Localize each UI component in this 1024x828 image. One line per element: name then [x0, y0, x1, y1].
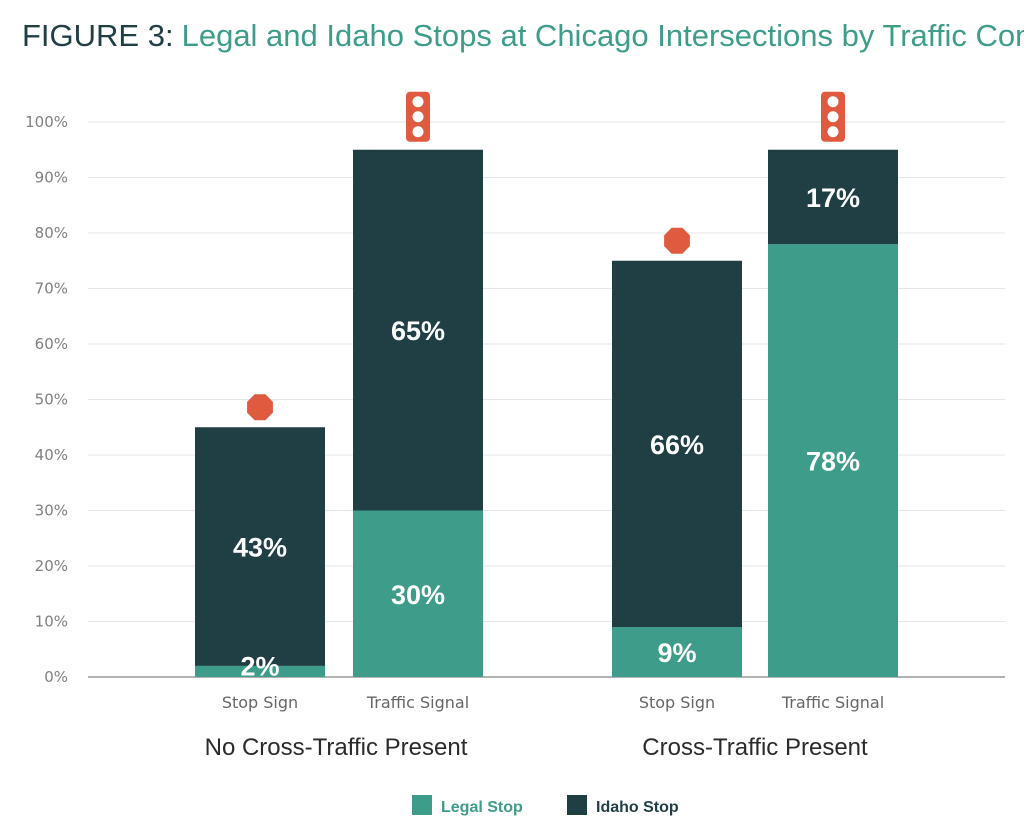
group-label: Cross-Traffic Present [642, 734, 868, 761]
x-tick-label: Traffic Signal [781, 693, 884, 712]
chart-title: Legal and Idaho Stops at Chicago Interse… [182, 18, 1024, 53]
data-label-legal: 78% [806, 447, 860, 477]
data-label-legal: 2% [240, 651, 279, 681]
traffic-light-icon [406, 91, 430, 142]
y-tick-label: 20% [35, 557, 68, 575]
traffic-light-icon [821, 91, 845, 142]
traffic-light-lamp [412, 96, 424, 108]
legend-label: Idaho Stop [596, 799, 679, 816]
traffic-light-lamp [827, 96, 839, 108]
data-label-idaho: 17% [806, 183, 860, 213]
traffic-light-lamp [412, 111, 424, 123]
x-tick-label: Stop Sign [639, 693, 715, 712]
stop-sign-icon [247, 394, 273, 421]
data-label-idaho: 65% [391, 316, 445, 346]
y-tick-label: 80% [35, 224, 68, 242]
y-tick-label: 70% [35, 280, 68, 298]
bar-idaho-stop [768, 149, 898, 245]
traffic-light-lamp [412, 126, 424, 138]
chart-title-line: FIGURE 3: Legal and Idaho Stops at Chicag… [22, 18, 1024, 53]
y-tick-label: 60% [35, 335, 68, 353]
bar-legal-stop [768, 244, 898, 677]
bars [195, 149, 898, 677]
bar-legal-stop [612, 627, 742, 677]
data-label-idaho: 43% [233, 533, 287, 563]
legend-swatch [567, 795, 587, 815]
bar-idaho-stop [353, 149, 483, 511]
x-axis: Stop Sign Traffic Signal Stop Sign Traffic … [205, 693, 885, 761]
legend: Legal Stop Idaho Stop [412, 795, 679, 816]
data-label-idaho: 66% [650, 430, 704, 460]
y-tick-label: 40% [35, 446, 68, 464]
y-tick-label: 50% [35, 391, 68, 409]
legend-label: Legal Stop [441, 799, 523, 816]
stop-sign-icon [664, 227, 690, 254]
y-tick-label: 30% [35, 502, 68, 520]
traffic-light-lamp [827, 111, 839, 123]
traffic-light-lamp [827, 126, 839, 138]
x-tick-label: Stop Sign [222, 693, 298, 712]
y-tick-label: 10% [35, 613, 68, 631]
x-tick-label: Traffic Signal [366, 693, 469, 712]
data-label-legal: 30% [391, 580, 445, 610]
data-labels: 2% 43% 30% 65% 9% 66% 78% 17% [233, 183, 860, 682]
y-tick-label: 90% [35, 169, 68, 187]
bar-idaho-stop [195, 427, 325, 666]
y-tick-label: 100% [25, 113, 68, 131]
group-label: No Cross-Traffic Present [205, 734, 468, 761]
bar-legal-stop [195, 665, 325, 677]
bar-idaho-stop [612, 260, 742, 628]
bar-legal-stop [353, 510, 483, 677]
data-label-legal: 9% [657, 638, 696, 668]
y-axis: 0% 10% 20% 30% 40% 50% 60% 70% 80% 90% 100% [25, 113, 68, 686]
y-tick-label: 0% [44, 668, 68, 686]
bar-icons [247, 91, 845, 421]
legend-swatch [412, 795, 432, 815]
figure-label: FIGURE 3: [22, 18, 174, 53]
